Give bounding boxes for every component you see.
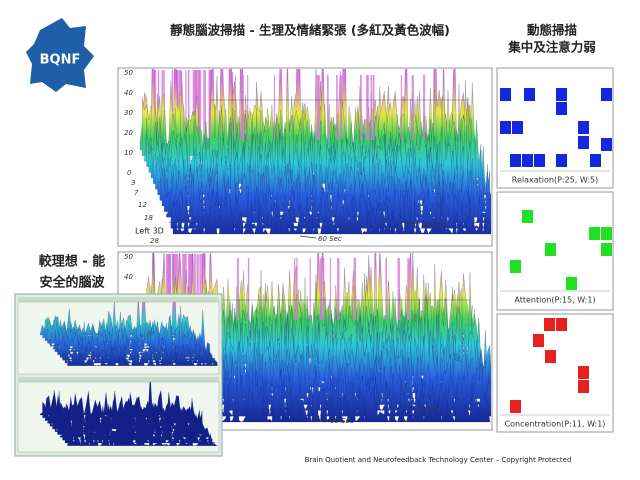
window-bar <box>18 297 219 302</box>
cell <box>601 227 612 240</box>
cell <box>512 121 523 134</box>
panel-label: Relaxation(P:25, W:5) <box>512 176 598 185</box>
cell <box>500 88 511 101</box>
cell <box>578 121 589 134</box>
cell <box>578 380 589 393</box>
cell <box>601 243 612 256</box>
cell <box>545 243 556 256</box>
depth-label: 18 <box>144 214 153 222</box>
cell <box>524 88 535 101</box>
time-label: 30 Sec <box>416 405 440 413</box>
y-label: 30 <box>124 109 133 117</box>
tick <box>397 405 415 409</box>
depth-label: 7 <box>134 189 139 197</box>
logo-shape <box>26 18 94 92</box>
depth-label: 28 <box>150 237 159 245</box>
cell <box>534 154 545 167</box>
dynamic-subtitle: 集中及注意力弱 <box>507 40 596 55</box>
logo-text: BQNF <box>40 53 81 68</box>
surface-part <box>172 158 491 235</box>
relaxation-cells <box>500 88 612 167</box>
title: 靜態腦波掃描 - 生理及情緒緊張 (多紅及黃色波幅) <box>170 23 450 38</box>
cell <box>544 318 555 331</box>
surface-part <box>67 351 218 367</box>
y-label: 50 <box>124 69 133 77</box>
cell <box>578 366 589 379</box>
surface-part <box>172 379 491 423</box>
tick <box>311 417 329 421</box>
y-label: 40 <box>124 89 133 97</box>
top-labels: 50 40 30 20 10 0 3 7 12 18 28 Left 3D 60… <box>124 69 446 245</box>
ideal-window <box>14 293 223 457</box>
cell <box>510 260 521 273</box>
logo: BQNF <box>26 18 94 92</box>
ideal-line: 安全的腦波 <box>39 275 105 291</box>
y-label: 20 <box>124 129 133 137</box>
cell <box>566 277 577 290</box>
time-label: 30 Sec <box>422 221 446 229</box>
surface <box>139 253 491 423</box>
depth-label: 12 <box>138 201 147 209</box>
attention-cells <box>510 210 612 290</box>
tick <box>299 235 317 239</box>
panel-label: Concentration(P:11, W:1) <box>505 420 606 429</box>
surface-part <box>64 403 216 444</box>
cell <box>510 400 521 413</box>
cell <box>556 318 567 331</box>
footer: Brain Quotient and Neurofeedback Technol… <box>305 456 572 464</box>
panel <box>496 313 614 433</box>
tick <box>403 221 421 225</box>
y-label: 40 <box>124 273 133 281</box>
surface-part <box>170 341 491 417</box>
cell <box>589 227 600 240</box>
cell <box>522 210 533 223</box>
cell <box>601 88 612 101</box>
cell <box>590 154 601 167</box>
depth-label: 3 <box>131 179 135 187</box>
cell <box>522 154 533 167</box>
y-label: 50 <box>124 253 133 261</box>
time-label: 60 Sec <box>330 417 354 425</box>
cell <box>510 154 521 167</box>
time-label: 60 Sec <box>318 235 342 243</box>
surface <box>39 382 218 447</box>
window-bar <box>18 377 219 382</box>
cell <box>601 138 612 151</box>
dynamic-title: 動態掃描 <box>527 23 578 38</box>
ideal-line: 較理想 - 能 <box>39 254 105 270</box>
surface <box>139 69 491 235</box>
cell <box>545 350 556 363</box>
panel-label: Attention(P:15, W:1) <box>514 296 595 305</box>
surface <box>39 302 218 367</box>
y-label: 0 <box>127 169 132 177</box>
cell <box>578 136 589 149</box>
cell <box>556 102 567 115</box>
surface-part <box>67 432 218 447</box>
scan-name: Left 3D <box>135 227 164 236</box>
concentration-cells <box>510 318 589 413</box>
cell <box>500 121 511 134</box>
cell <box>556 88 567 101</box>
surface-part <box>54 302 205 353</box>
dynamic-panels: Relaxation(P:25, W:5) Attention(P:15, W:… <box>496 67 614 433</box>
cell <box>533 334 544 347</box>
cell <box>556 154 567 167</box>
y-label: 10 <box>124 149 133 157</box>
